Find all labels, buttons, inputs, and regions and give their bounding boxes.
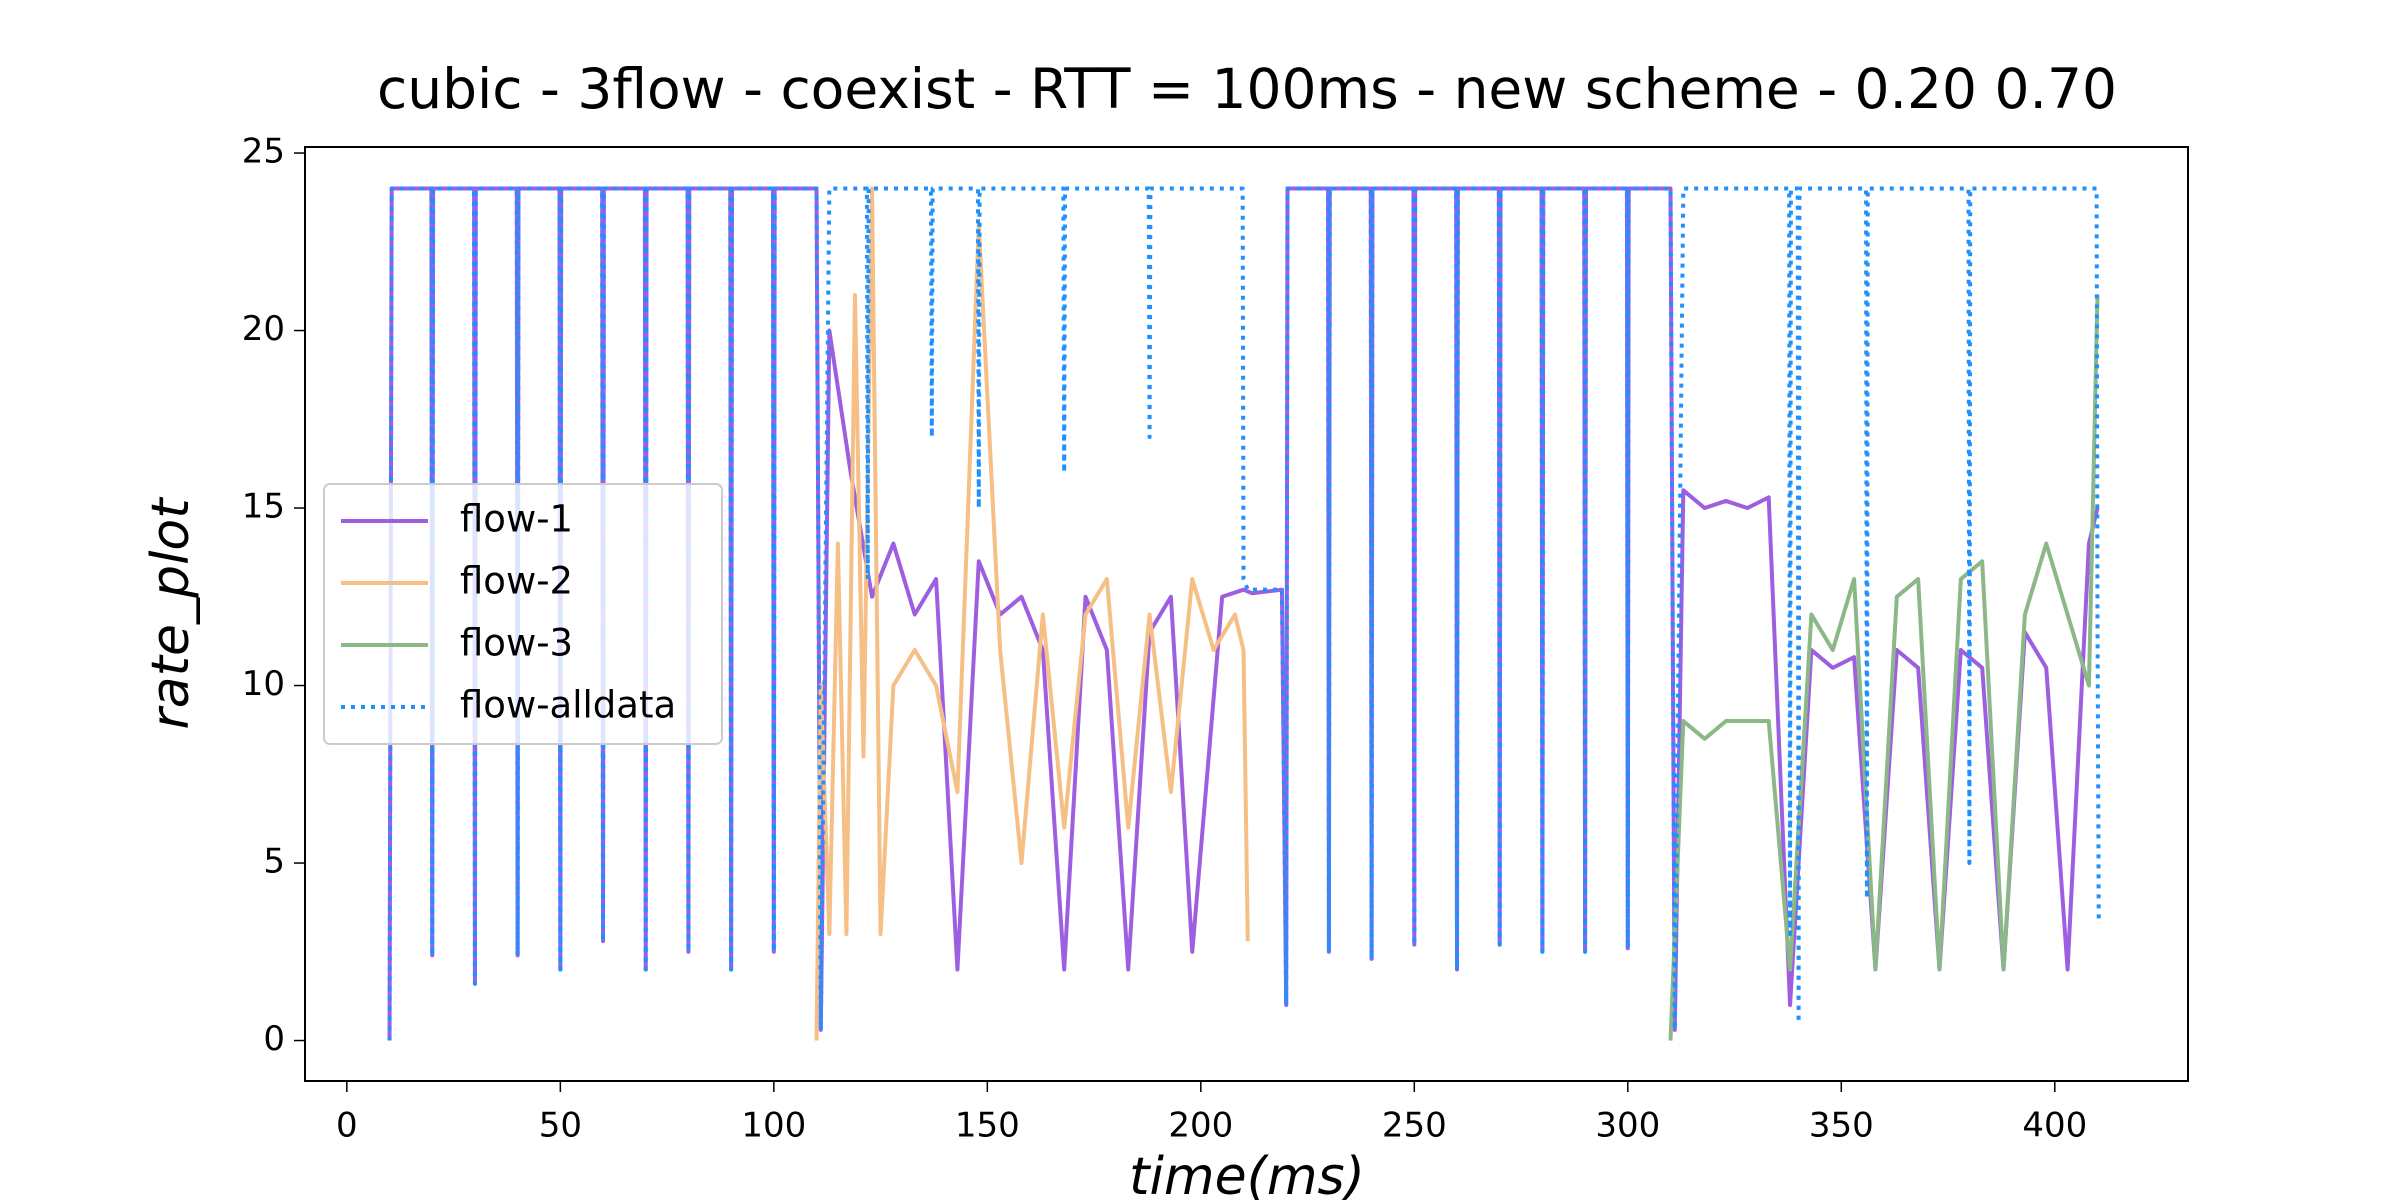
- x-axis-label: time(ms): [1129, 1147, 1365, 1200]
- x-tick-label: 300: [1595, 1106, 1660, 1146]
- series-line: [814, 186, 1250, 1041]
- x-tick-label: 50: [539, 1106, 582, 1146]
- y-tick-label: 15: [242, 487, 285, 527]
- series-line: [387, 186, 2100, 1041]
- y-tick-label: 10: [242, 664, 285, 704]
- x-tick-label: 200: [1168, 1106, 1233, 1146]
- series-line: [1668, 294, 2100, 1041]
- legend-label: flow-alldata: [460, 684, 676, 727]
- series-line: [387, 186, 2101, 1041]
- plot-frame: [304, 146, 2189, 1082]
- x-tick-label: 350: [1809, 1106, 1874, 1146]
- y-tick-label: 20: [242, 309, 285, 349]
- legend-label: flow-2: [460, 560, 573, 603]
- legend-label: flow-1: [460, 498, 573, 541]
- x-tick-label: 400: [2022, 1106, 2087, 1146]
- y-axis-label: rate_plot: [141, 497, 201, 730]
- x-tick-label: 250: [1382, 1106, 1447, 1146]
- x-tick-label: 150: [955, 1106, 1020, 1146]
- plot-area: [387, 186, 2101, 1041]
- chart-title: cubic - 3flow - coexist - RTT = 100ms - …: [377, 57, 2117, 121]
- y-tick-label: 5: [263, 842, 285, 882]
- y-tick-label: 25: [242, 132, 285, 172]
- x-tick-label: 0: [336, 1106, 358, 1146]
- x-tick-label: 100: [741, 1106, 806, 1146]
- y-tick-label: 0: [263, 1019, 285, 1059]
- legend-box: [323, 483, 723, 745]
- legend-label: flow-3: [460, 622, 573, 665]
